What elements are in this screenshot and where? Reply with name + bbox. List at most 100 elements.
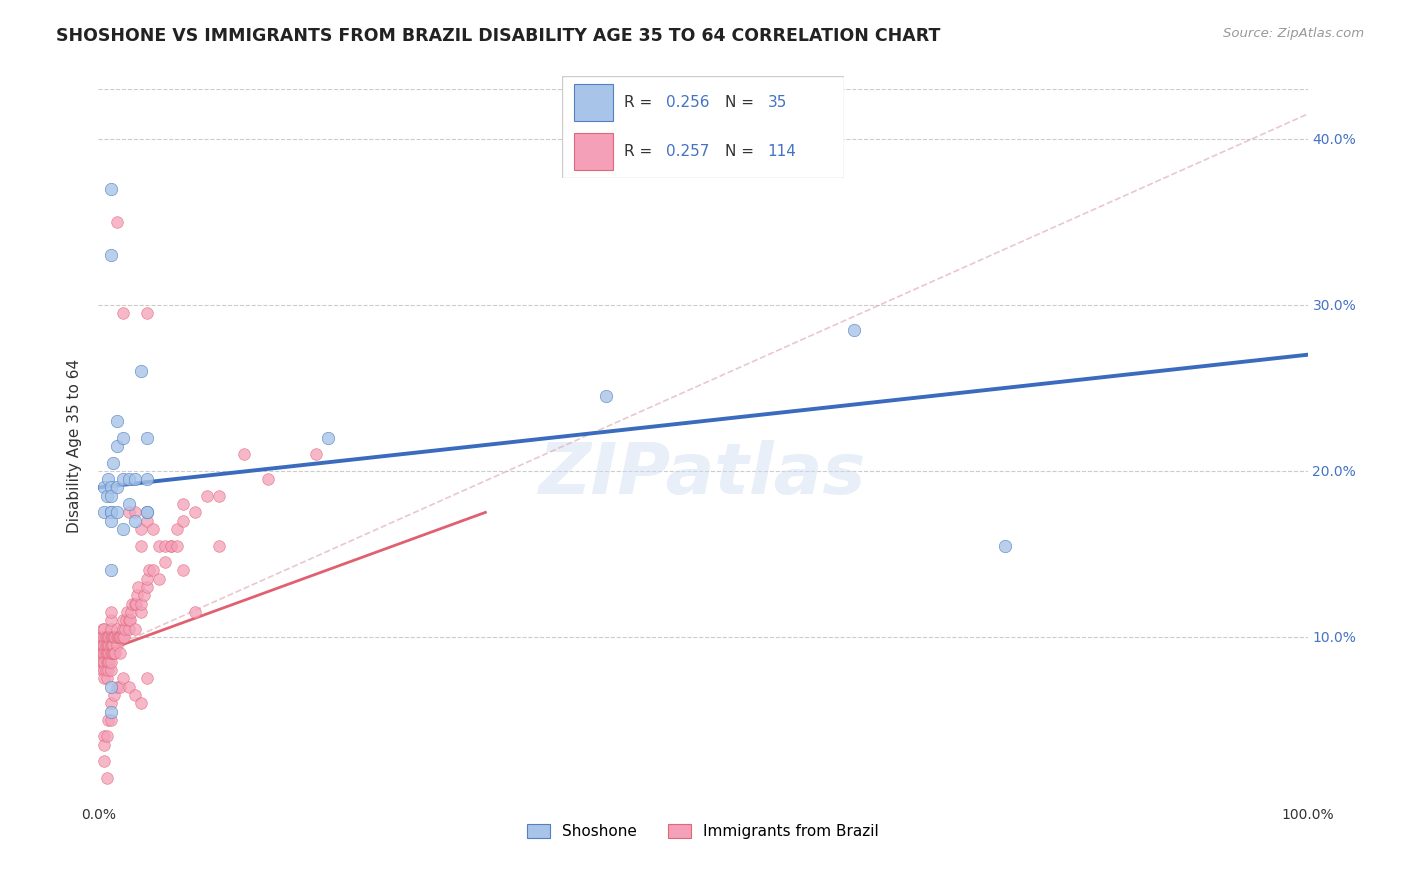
Point (93, 505, 115, 519)
Bar (574, 84, 613, 121)
Point (100, 622, 122, 636)
Point (103, 630, 125, 644)
Point (135, 505, 157, 519)
Point (135, 431, 157, 445)
Point (101, 630, 124, 644)
Point (105, 505, 128, 519)
Point (118, 613, 141, 627)
Point (118, 613, 141, 627)
Point (91, 630, 114, 644)
Point (111, 472, 134, 486)
Point (135, 572, 157, 586)
Point (91, 638, 114, 652)
Point (100, 647, 122, 661)
Point (96, 771, 118, 785)
Point (153, 555, 176, 569)
Point (138, 564, 160, 578)
Point (105, 680, 128, 694)
Point (100, 514, 122, 528)
Point (97, 472, 120, 486)
Point (135, 514, 157, 528)
Point (105, 481, 128, 495)
Point (120, 605, 142, 619)
Point (93, 655, 115, 669)
Point (93, 730, 115, 744)
Point (135, 671, 157, 685)
Text: N =: N = (725, 95, 759, 110)
Point (93, 663, 115, 677)
Point (100, 481, 122, 495)
Point (93, 671, 115, 685)
Point (96, 638, 118, 652)
Point (104, 647, 127, 661)
Point (232, 447, 254, 461)
Point (105, 439, 128, 453)
Point (98, 647, 121, 661)
Point (101, 638, 124, 652)
Text: R =: R = (624, 145, 658, 160)
Point (97, 713, 120, 727)
Point (96, 647, 118, 661)
Point (195, 489, 218, 503)
Point (91, 638, 114, 652)
Point (124, 472, 146, 486)
Point (118, 497, 141, 511)
Point (172, 497, 194, 511)
FancyBboxPatch shape (562, 76, 844, 178)
Point (111, 613, 134, 627)
Point (100, 630, 122, 644)
Point (129, 696, 152, 710)
Point (91, 647, 114, 661)
Point (111, 306, 134, 320)
Point (135, 580, 157, 594)
Text: SHOSHONE VS IMMIGRANTS FROM BRAZIL DISABILITY AGE 35 TO 64 CORRELATION CHART: SHOSHONE VS IMMIGRANTS FROM BRAZIL DISAB… (56, 27, 941, 45)
Point (111, 522, 134, 536)
Point (124, 514, 146, 528)
Point (100, 630, 122, 644)
Point (166, 539, 188, 553)
Point (124, 622, 146, 636)
Point (256, 472, 278, 486)
Text: 0.256: 0.256 (666, 95, 710, 110)
Bar (574, 133, 613, 170)
Point (107, 630, 129, 644)
Point (125, 597, 148, 611)
Point (108, 647, 131, 661)
Point (93, 638, 115, 652)
Point (121, 597, 143, 611)
Point (184, 505, 207, 519)
Point (108, 630, 131, 644)
Point (100, 680, 122, 694)
Point (100, 505, 122, 519)
Point (129, 605, 152, 619)
Point (100, 705, 122, 719)
Point (94, 663, 117, 677)
Point (103, 647, 125, 661)
Point (111, 431, 134, 445)
Point (100, 248, 122, 262)
Point (97, 663, 120, 677)
Point (100, 638, 122, 652)
Point (172, 514, 194, 528)
Point (105, 622, 128, 636)
Point (105, 630, 128, 644)
Point (595, 389, 617, 403)
Point (98, 630, 121, 644)
Point (118, 472, 141, 486)
Point (91, 622, 114, 636)
Point (100, 489, 122, 503)
Point (98, 655, 121, 669)
Text: 0.257: 0.257 (666, 145, 710, 160)
Point (129, 522, 152, 536)
Point (97, 638, 120, 652)
Point (100, 655, 122, 669)
Legend: Shoshone, Immigrants from Brazil: Shoshone, Immigrants from Brazil (522, 818, 884, 845)
Point (160, 539, 183, 553)
Point (124, 505, 146, 519)
Point (124, 597, 146, 611)
Point (114, 622, 136, 636)
Point (97, 630, 120, 644)
Point (100, 564, 122, 578)
Point (112, 630, 135, 644)
Point (208, 489, 231, 503)
